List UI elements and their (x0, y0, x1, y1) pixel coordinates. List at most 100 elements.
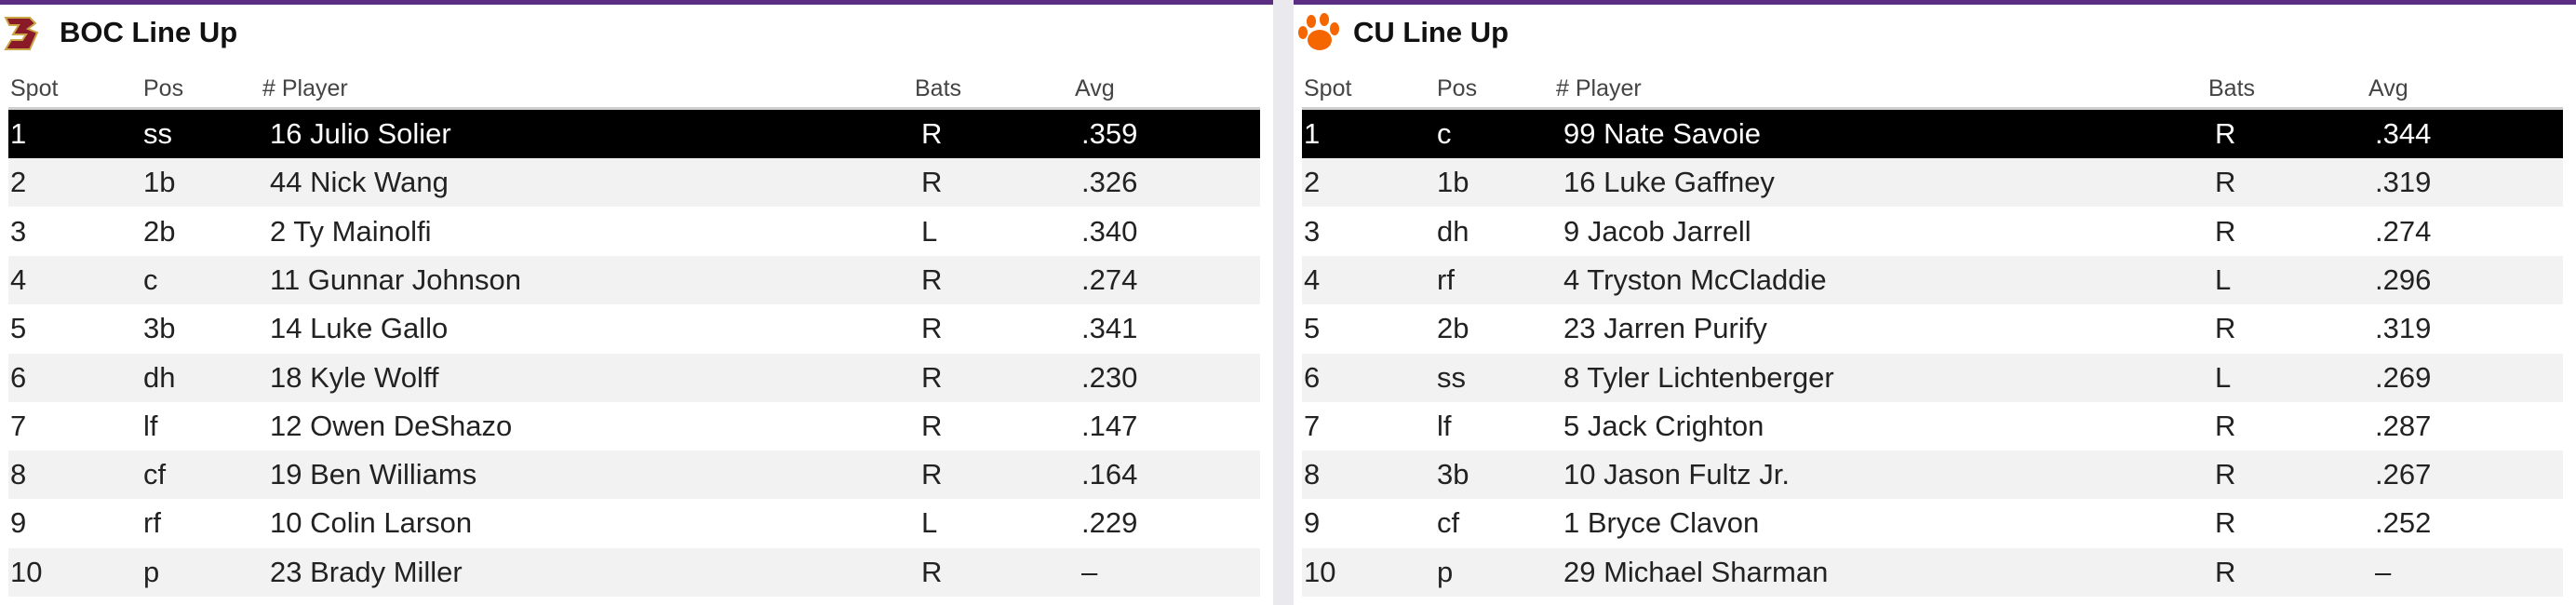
row-cell: 4 (10, 262, 27, 296)
row-cell: R (2215, 214, 2236, 248)
row-cell: 3b (1437, 458, 1469, 491)
lineup-row[interactable]: 7 lf 12 Owen DeShazo R .147 (8, 402, 1260, 450)
row-cell: rf (143, 506, 161, 540)
row-cell: 16 Luke Gaffney (1563, 166, 1775, 199)
team-logo (1298, 13, 1339, 50)
lineup-row[interactable]: 6 ss 8 Tyler Lichtenberger L .269 (1302, 353, 2563, 402)
team-logo (4, 17, 39, 50)
row-cell: .341 (1081, 312, 1138, 345)
lineup-panel: CU Line Up Spot Pos # Player Bats Avg 1 c 99 Na… (1294, 0, 2576, 605)
row-cell: 7 (1304, 409, 1321, 442)
row-cell: R (2215, 506, 2236, 540)
row-cell: R (2215, 312, 2236, 345)
row-cell: – (2375, 555, 2392, 588)
row-cell: .296 (2375, 262, 2432, 296)
row-cell: R (2215, 555, 2236, 588)
row-cell: 1 (10, 117, 27, 150)
row-cell: 7 (10, 409, 27, 442)
row-cell: lf (143, 409, 158, 442)
row-cell: 99 Nate Savoie (1563, 117, 1761, 150)
column-header: Avg (1075, 75, 1115, 101)
row-cell: .230 (1081, 360, 1138, 394)
lineup-row[interactable]: 8 3b 10 Jason Fultz Jr. R .267 (1302, 450, 2563, 500)
row-cell: .274 (1081, 262, 1138, 296)
row-cell: 44 Nick Wang (270, 166, 449, 199)
lineup-row[interactable]: 1 ss 16 Julio Solier R .359 (8, 110, 1260, 158)
row-cell: R (921, 312, 943, 345)
lineup-row[interactable]: 4 rf 4 Tryston McCladdie L .296 (1302, 255, 2563, 304)
panel-title: BOC Line Up (60, 16, 238, 48)
row-cell: L (2215, 360, 2232, 394)
column-header: Pos (1437, 75, 1478, 101)
row-cell: 16 Julio Solier (270, 117, 451, 150)
lineup-row[interactable]: 9 rf 10 Colin Larson L .229 (8, 499, 1260, 547)
row-cell: .267 (2375, 458, 2432, 491)
row-cell: 23 Jarren Purify (1563, 312, 1767, 345)
row-cell: .269 (2375, 360, 2432, 394)
row-cell: dh (143, 360, 176, 394)
lineup-row[interactable]: 8 cf 19 Ben Williams R .164 (8, 450, 1260, 500)
row-cell: 6 (10, 360, 27, 394)
row-cell: 2 (1304, 166, 1321, 199)
lineup-row[interactable]: 6 dh 18 Kyle Wolff R .230 (8, 353, 1260, 402)
row-cell: 2b (1437, 312, 1469, 345)
lineup-row[interactable]: 7 lf 5 Jack Crighton R .287 (1302, 402, 2563, 450)
row-cell: 6 (1304, 360, 1321, 394)
column-header: Avg (2368, 75, 2408, 101)
row-cell: 1 Bryce Clavon (1563, 506, 1760, 540)
row-cell: R (2215, 117, 2236, 150)
header-divider (1302, 107, 2563, 110)
row-cell: 2 Ty Mainolfi (270, 214, 432, 248)
row-cell: 9 (1304, 506, 1321, 540)
panel-title: CU Line Up (1353, 16, 1509, 48)
row-cell: .326 (1081, 166, 1138, 199)
lineup-row[interactable]: 1 c 99 Nate Savoie R .344 (1302, 110, 2563, 158)
row-cell: 3 (10, 214, 27, 248)
row-cell: R (2215, 409, 2236, 442)
row-cell: .229 (1081, 506, 1138, 540)
row-cell: 10 (10, 555, 43, 588)
row-cell: ss (143, 117, 172, 150)
row-cell: rf (1437, 262, 1455, 296)
row-cell: 5 (1304, 312, 1321, 345)
row-cell: cf (1437, 506, 1460, 540)
lineup-row[interactable]: 5 3b 14 Luke Gallo R .341 (8, 304, 1260, 353)
row-cell: 1b (143, 166, 176, 199)
lineup-row[interactable]: 3 2b 2 Ty Mainolfi L .340 (8, 208, 1260, 256)
row-cell: 18 Kyle Wolff (270, 360, 439, 394)
lineup-row[interactable]: 10 p 29 Michael Sharman R – (1302, 547, 2563, 597)
row-cell: .287 (2375, 409, 2432, 442)
lineup-row[interactable]: 3 dh 9 Jacob Jarrell R .274 (1302, 208, 2563, 256)
row-cell: – (1081, 555, 1098, 588)
row-cell: 5 Jack Crighton (1563, 409, 1764, 442)
row-cell: 9 Jacob Jarrell (1563, 214, 1751, 248)
lineup-panel: BOC Line Up Spot Pos # Player Bats Avg 1 ss 16 … (0, 0, 1273, 605)
row-cell: R (921, 409, 943, 442)
separator (1273, 0, 1294, 605)
lineup-row[interactable]: 10 p 23 Brady Miller R – (8, 547, 1260, 597)
lineup-row[interactable]: 9 cf 1 Bryce Clavon R .252 (1302, 499, 2563, 547)
row-cell: .359 (1081, 117, 1138, 150)
row-cell: 19 Ben Williams (270, 458, 477, 491)
row-cell: p (1437, 555, 1454, 588)
row-cell: .319 (2375, 166, 2432, 199)
lineup-row[interactable]: 2 1b 16 Luke Gaffney R .319 (1302, 158, 2563, 208)
lineup-row[interactable]: 4 c 11 Gunnar Johnson R .274 (8, 255, 1260, 304)
row-cell: 3 (1304, 214, 1321, 248)
row-cell: .164 (1081, 458, 1138, 491)
row-cell: L (921, 214, 938, 248)
row-cell: c (143, 262, 158, 296)
row-cell: 11 Gunnar Johnson (270, 262, 522, 296)
column-header: Bats (2208, 75, 2256, 101)
row-cell: 29 Michael Sharman (1563, 555, 1829, 588)
row-cell: .319 (2375, 312, 2432, 345)
row-cell: .147 (1081, 409, 1138, 442)
row-cell: 23 Brady Miller (270, 555, 463, 588)
column-header: # Player (1556, 75, 1642, 101)
row-cell: 9 (10, 506, 27, 540)
lineup-row[interactable]: 2 1b 44 Nick Wang R .326 (8, 158, 1260, 208)
lineup-row[interactable]: 5 2b 23 Jarren Purify R .319 (1302, 304, 2563, 353)
row-cell: 10 (1304, 555, 1336, 588)
row-cell: 4 Tryston McCladdie (1563, 262, 1827, 296)
